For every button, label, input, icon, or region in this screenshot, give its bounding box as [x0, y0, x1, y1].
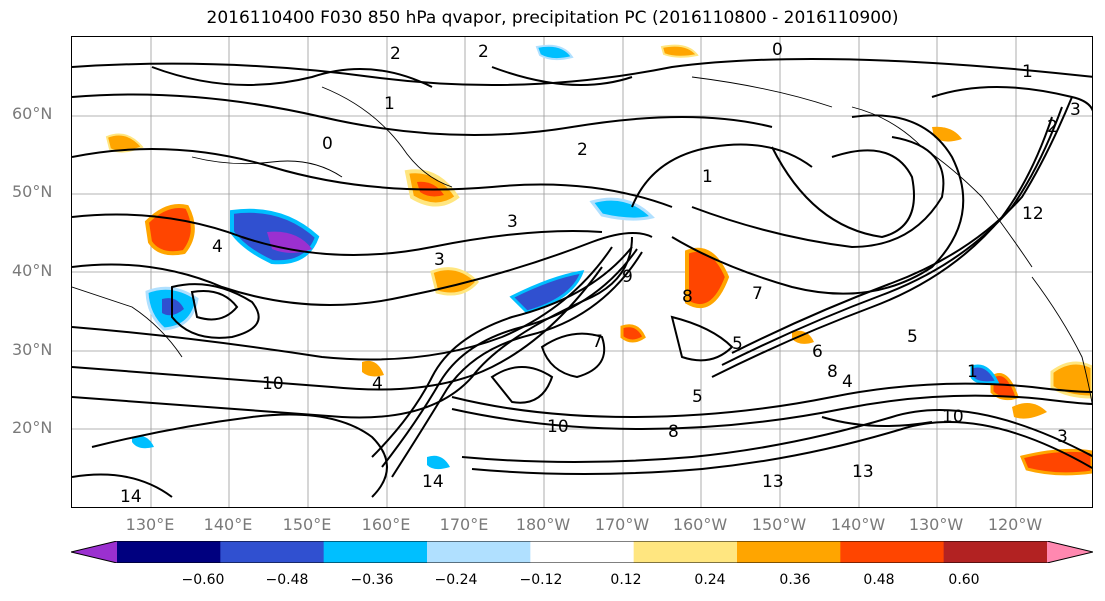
contour-label: 5	[692, 387, 703, 407]
contour-label: 10	[942, 407, 964, 427]
colorbar-tick: 0.24	[694, 572, 726, 588]
contour-label: 10	[262, 374, 284, 394]
contour-label: 3	[1057, 427, 1068, 447]
lon-label-140w: 140°W	[830, 515, 886, 534]
contour-label: 4	[212, 237, 223, 257]
colorbar-tick: 0.48	[863, 572, 895, 588]
contour-label: 8	[827, 362, 838, 382]
contour-label: 7	[592, 332, 603, 352]
contour-label: 3	[434, 250, 445, 270]
lon-label-150e: 150°E	[282, 515, 332, 534]
contour-label: 9	[622, 267, 633, 287]
colorbar-segments	[117, 541, 1048, 563]
contour-label: 0	[322, 134, 333, 154]
contour-label: 3	[1070, 100, 1081, 120]
contour-label: 3	[507, 212, 518, 232]
lon-label-160e: 160°E	[361, 515, 411, 534]
colorbar-tick: −0.48	[265, 572, 309, 588]
colorbar-tick: 0.12	[610, 572, 642, 588]
colorbar-segment	[943, 541, 1048, 563]
qvapor-contours	[72, 58, 1092, 498]
contour-label: 6	[812, 342, 823, 362]
lon-label-150w: 150°W	[751, 515, 807, 534]
contour-label: 1	[384, 94, 395, 114]
contour-label: 14	[120, 487, 142, 507]
colorbar-tick: −0.12	[519, 572, 563, 588]
lat-label-30n: 30°N	[12, 340, 53, 359]
colorbar-tick: −0.24	[434, 572, 478, 588]
colorbar	[71, 541, 1093, 563]
contour-label: 13	[762, 472, 784, 492]
colorbar-segment	[323, 541, 428, 563]
colorbar-segment	[117, 541, 221, 563]
colorbar-tick: −0.36	[350, 572, 394, 588]
coastlines	[72, 76, 1092, 406]
lon-label-160w: 160°W	[672, 515, 728, 534]
lon-label-120w: 120°W	[987, 515, 1043, 534]
colorbar-segment	[220, 541, 325, 563]
contour-label: 2	[390, 44, 401, 64]
lon-label-130e: 130°E	[125, 515, 175, 534]
colorbar-tick: 0.36	[779, 572, 811, 588]
contour-label: 1	[702, 167, 713, 187]
colorbar-segment	[737, 541, 841, 563]
colorbar-extend-low	[71, 541, 117, 563]
lon-label-180w: 180°W	[515, 515, 571, 534]
contour-label: 10	[547, 417, 569, 437]
map-title: 2016110400 F030 850 hPa qvapor, precipit…	[206, 8, 899, 28]
contour-label: 4	[372, 374, 383, 394]
lat-label-40n: 40°N	[12, 261, 53, 280]
contour-label: 0	[772, 40, 783, 60]
contour-label: 2	[478, 42, 489, 62]
lon-label-170e: 170°E	[439, 515, 489, 534]
contour-label: 12	[1022, 204, 1044, 224]
colorbar-segment	[530, 541, 635, 563]
contour-label: 5	[907, 327, 918, 347]
contour-label: 1	[1022, 62, 1033, 82]
colorbar-segment	[633, 541, 738, 563]
lon-label-170w: 170°W	[594, 515, 650, 534]
contour-label: 14	[422, 472, 444, 492]
lon-label-140e: 140°E	[203, 515, 253, 534]
lat-label-50n: 50°N	[12, 182, 53, 201]
contour-label: 8	[668, 422, 679, 442]
map-canvas: 2 0 1 2 3 2 1 0 1 2 3 4 3 5 6 5 4 7 10 9…	[72, 37, 1092, 507]
colorbar-tick: 0.60	[948, 572, 980, 588]
contour-labels: 2 0 1 2 3 2 1 0 1 2 3 4 3 5 6 5 4 7 10 9…	[120, 40, 1081, 507]
colorbar-tick: −0.60	[181, 572, 225, 588]
lon-label-130w: 130°W	[908, 515, 964, 534]
lat-label-20n: 20°N	[12, 418, 53, 437]
contour-label: 7	[752, 284, 763, 304]
contour-label: 8	[682, 287, 693, 307]
contour-label: 1	[967, 362, 978, 382]
contour-label: 13	[852, 462, 874, 482]
map-panel: 2 0 1 2 3 2 1 0 1 2 3 4 3 5 6 5 4 7 10 9…	[71, 36, 1093, 508]
lat-label-60n: 60°N	[12, 104, 53, 123]
contour-label: 5	[732, 334, 743, 354]
contour-label: 4	[842, 372, 853, 392]
colorbar-extend-high	[1047, 541, 1093, 563]
colorbar-segment	[840, 541, 945, 563]
colorbar-segment	[427, 541, 531, 563]
contour-label: 2	[1047, 117, 1058, 137]
contour-label: 2	[577, 140, 588, 160]
